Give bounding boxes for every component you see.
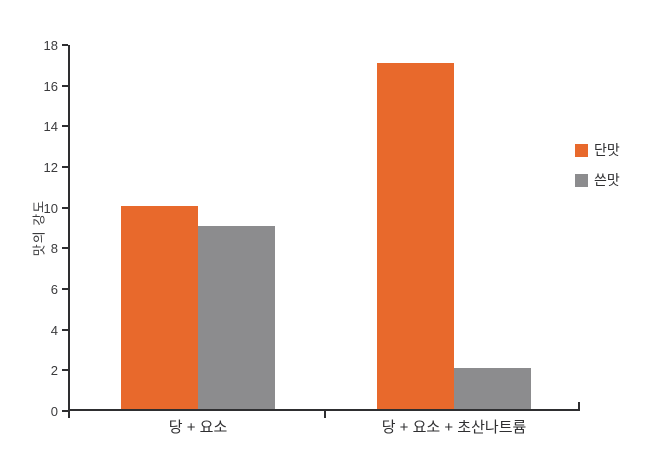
plot-area: 0 2 4 6 8 10 12 14 16 18 당 + 요소 당 + 요소 + 초산나트륨 [44,39,580,436]
x-axis-mid-tick [324,411,326,418]
bar-단맛-당 + 요소 + 초산나트륨 [377,63,454,409]
y-tick [62,206,68,209]
legend-item: 쓴맛 [575,170,620,190]
x-axis-right-end-cap [578,402,580,409]
x-category-label: 당 + 요소 [168,419,228,436]
y-tick-label: 16 [43,78,58,94]
bar-쓴맛-당 + 요소 + 초산나트륨 [454,368,531,409]
y-tick [62,84,68,87]
y-tick-label: 0 [50,404,58,419]
y-tick-label: 10 [43,200,58,216]
y-tick [62,410,68,412]
y-tick [62,247,68,250]
bar-쓴맛-당 + 요소 [198,226,275,409]
bar-단맛-당 + 요소 [121,205,198,409]
legend-swatch-icon [575,143,588,157]
y-tick-label: 12 [43,160,58,175]
x-axis-left-end-tick [68,411,70,418]
y-tick-label: 14 [43,119,58,135]
legend-label: 쓴맛 [594,172,620,188]
y-tick [62,288,68,290]
y-tick-label: 2 [50,363,58,379]
y-tick-label: 4 [50,322,58,338]
y-tick-label: 18 [43,38,58,53]
y-tick [62,369,68,372]
legend-label: 단맛 [594,142,620,158]
y-tick [62,44,68,46]
y-tick [62,125,68,128]
legend-swatch-icon [575,173,588,187]
y-tick-label: 8 [50,241,58,257]
x-category-label: 당 + 요소 + 초산나트륨 [381,419,527,436]
y-tick [62,328,68,331]
legend-item: 단맛 [575,140,620,160]
y-tick-label: 6 [50,282,58,297]
y-tick [62,166,68,168]
